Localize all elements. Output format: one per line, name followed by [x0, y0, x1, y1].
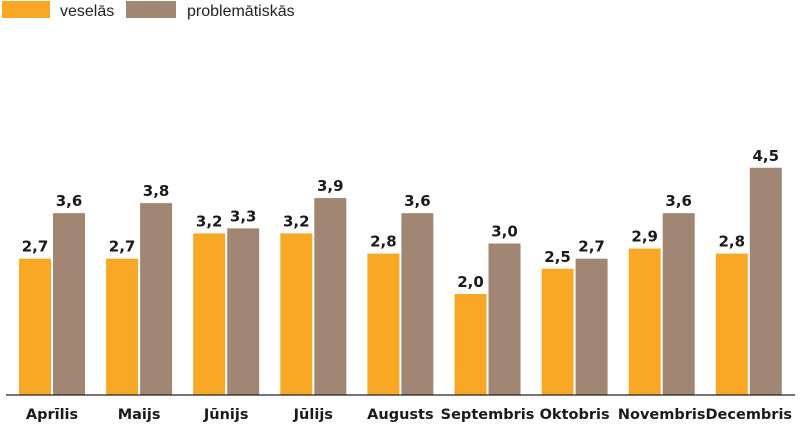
data-label-veselas-junijs: 3,2: [196, 212, 223, 230]
data-label-veselas-septembris: 2,0: [457, 273, 484, 291]
bar-veselas-augusts: [367, 253, 400, 395]
data-label-problematiskas-novembris: 3,6: [665, 192, 692, 210]
x-tick-junijs: Jūnijs: [203, 407, 249, 423]
bar-problematiskas-septembris: [488, 243, 521, 395]
bar-veselas-novembris: [628, 248, 661, 395]
legend-swatch-problematiskas: [126, 1, 176, 18]
x-tick-labels: Aprīlis Maijs Jūnijs Jūlijs Augusts Septembri…: [26, 407, 792, 423]
bar-veselas-aprilis: [19, 258, 51, 395]
bar-problematiskas-aprilis: [53, 213, 85, 395]
x-tick-aprilis: Aprīlis: [26, 407, 78, 423]
data-label-problematiskas-septembris: 3,0: [491, 223, 518, 241]
x-tick-septembris: Septembris: [441, 407, 535, 423]
data-label-problematiskas-decembris: 4,5: [753, 147, 780, 165]
x-tick-augusts: Augusts: [367, 407, 433, 423]
bar-problematiskas-junijs: [227, 228, 260, 395]
x-tick-julijs: Jūlijs: [293, 407, 333, 423]
data-label-problematiskas-maijs: 3,8: [143, 182, 170, 200]
data-label-problematiskas-oktobris: 2,7: [578, 238, 605, 256]
legend-swatch-veselas: [2, 1, 50, 18]
bar-problematiskas-augusts: [401, 213, 434, 395]
data-label-veselas-julijs: 3,2: [283, 212, 310, 230]
data-label-problematiskas-junijs: 3,3: [230, 207, 257, 225]
data-label-problematiskas-aprilis: 3,6: [56, 192, 83, 210]
bar-problematiskas-oktobris: [575, 258, 608, 395]
x-tick-maijs: Maijs: [118, 407, 161, 423]
bar-veselas-junijs: [193, 233, 226, 395]
bar-veselas-maijs: [106, 258, 139, 395]
bar-veselas-oktobris: [541, 268, 574, 395]
data-label-veselas-oktobris: 2,5: [544, 248, 571, 266]
data-label-veselas-novembris: 2,9: [631, 228, 658, 246]
legend-label-problematiskas: problemātiskās: [187, 3, 295, 20]
bar-veselas-julijs: [280, 233, 313, 395]
legend: veselās problemātiskās: [2, 1, 295, 20]
bar-problematiskas-decembris: [749, 167, 782, 395]
value-labels: 2,7 3,6 2,7 3,8 3,2 3,3 3,2 3,9 2,8 3,6 2,0 3,0 2,5 2…: [22, 147, 779, 291]
bar-problematiskas-maijs: [140, 203, 173, 395]
data-label-veselas-maijs: 2,7: [109, 238, 136, 256]
bar-veselas-decembris: [715, 253, 748, 395]
data-label-veselas-aprilis: 2,7: [22, 238, 49, 256]
legend-label-veselas: veselās: [60, 3, 114, 20]
data-label-problematiskas-augusts: 3,6: [404, 192, 431, 210]
bars: [19, 167, 782, 395]
bar-veselas-septembris: [454, 294, 487, 395]
bar-problematiskas-julijs: [314, 198, 347, 395]
bar-problematiskas-novembris: [662, 213, 695, 395]
x-tick-decembris: Decembris: [706, 407, 793, 423]
x-tick-oktobris: Oktobris: [540, 407, 610, 423]
data-label-veselas-augusts: 2,8: [370, 233, 397, 251]
data-label-problematiskas-julijs: 3,9: [317, 177, 344, 195]
data-label-veselas-decembris: 2,8: [719, 233, 746, 251]
x-tick-novembris: Novembris: [618, 407, 706, 423]
